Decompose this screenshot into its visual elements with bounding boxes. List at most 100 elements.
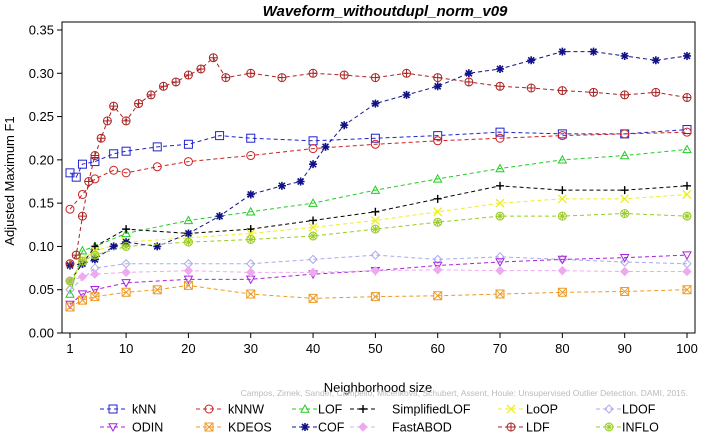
- x-tick-label: 1: [66, 341, 73, 356]
- data-point: [683, 51, 691, 60]
- data-point: [527, 84, 536, 93]
- series-fastabod: [65, 265, 692, 286]
- data-point: [309, 69, 318, 78]
- data-point: [507, 423, 515, 431]
- data-point: [109, 102, 118, 111]
- legend-label: ODIN: [132, 421, 163, 434]
- data-point: [682, 144, 692, 154]
- data-point: [370, 139, 380, 149]
- data-point: [221, 73, 231, 83]
- data-point: [506, 422, 516, 432]
- data-point: [370, 73, 380, 83]
- legend-label: FastABOD: [392, 421, 452, 434]
- data-point: [495, 133, 505, 143]
- data-point: [651, 88, 660, 97]
- data-point: [433, 82, 442, 91]
- data-point: [433, 217, 443, 227]
- data-point: [321, 142, 330, 151]
- data-point: [72, 251, 81, 260]
- data-point: [682, 251, 692, 261]
- data-point: [308, 198, 318, 207]
- data-point: [90, 174, 100, 184]
- data-point: [171, 77, 180, 86]
- data-point: [215, 212, 224, 221]
- data-point: [682, 211, 692, 221]
- y-tick-label: 0.35: [29, 23, 54, 38]
- data-point: [65, 289, 75, 298]
- data-point: [558, 212, 567, 221]
- data-point: [496, 181, 505, 190]
- data-point: [121, 279, 131, 288]
- data-point: [309, 160, 318, 169]
- data-point: [183, 70, 193, 80]
- data-point: [495, 265, 505, 276]
- data-point: [77, 256, 87, 266]
- legend-item-inflo: INFLO: [596, 421, 659, 434]
- data-point: [464, 77, 473, 86]
- data-point: [183, 265, 194, 276]
- x-axis-label: Neighborhood size: [324, 380, 432, 395]
- data-point: [121, 168, 131, 178]
- data-point: [65, 204, 75, 214]
- data-point: [277, 73, 287, 83]
- data-point: [309, 216, 318, 225]
- data-point: [245, 206, 256, 216]
- data-point: [682, 266, 692, 277]
- data-point: [358, 422, 368, 432]
- data-point: [184, 229, 193, 238]
- data-point: [605, 423, 613, 431]
- data-point: [183, 157, 193, 167]
- data-point: [402, 69, 411, 78]
- x-tick-label: 70: [493, 341, 507, 356]
- data-point: [620, 129, 630, 139]
- data-point: [277, 181, 286, 190]
- data-point: [371, 207, 380, 216]
- data-point: [184, 238, 193, 247]
- data-point: [557, 265, 568, 276]
- data-point: [121, 116, 131, 126]
- data-point: [246, 225, 255, 234]
- data-point: [246, 133, 256, 143]
- data-point: [215, 131, 225, 141]
- data-point: [183, 237, 193, 247]
- axes: 1 10 20 30 40 50 60 70 80 90 100 0.00 0.05 0.10 0.15 0.…: [29, 21, 698, 356]
- y-tick-label: 0.10: [29, 239, 54, 254]
- data-point: [589, 47, 598, 56]
- data-point: [152, 285, 162, 295]
- data-point: [496, 212, 505, 221]
- data-point: [620, 209, 629, 218]
- data-point: [495, 198, 505, 208]
- data-point: [308, 267, 318, 278]
- data-point: [78, 212, 87, 221]
- series-ldf: [65, 53, 692, 269]
- data-point: [152, 162, 162, 172]
- data-point: [619, 266, 630, 277]
- x-tick-label: 50: [368, 341, 382, 356]
- data-point: [66, 259, 74, 268]
- y-tick-label: 0.20: [29, 152, 54, 167]
- data-point: [121, 228, 131, 238]
- data-point: [557, 211, 567, 221]
- data-point: [134, 99, 144, 109]
- data-point: [301, 423, 309, 431]
- data-point: [620, 286, 630, 296]
- data-point: [495, 252, 505, 262]
- data-point: [496, 64, 505, 73]
- data-point: [77, 245, 88, 255]
- data-point: [402, 68, 412, 78]
- data-point: [557, 194, 567, 204]
- data-point: [146, 90, 156, 100]
- data-point: [683, 212, 691, 221]
- data-point: [495, 81, 505, 91]
- legend-label: INFLO: [622, 421, 659, 434]
- data-point: [77, 159, 87, 169]
- data-point: [147, 90, 156, 99]
- legend-label: LOF: [318, 403, 343, 417]
- data-point: [496, 82, 505, 91]
- data-point: [433, 194, 442, 203]
- data-point: [557, 154, 568, 164]
- y-tick-label: 0.25: [29, 109, 54, 124]
- data-point: [90, 151, 99, 160]
- data-point: [159, 82, 168, 91]
